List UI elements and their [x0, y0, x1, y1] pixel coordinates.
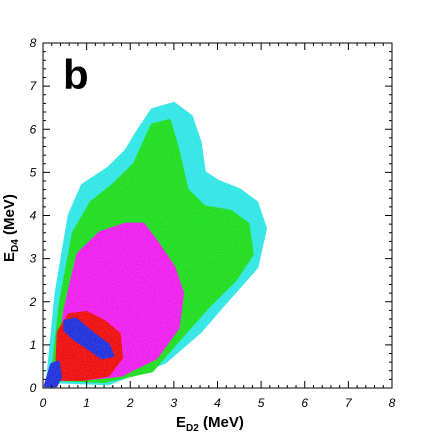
y-tick-label: 8 — [30, 36, 37, 50]
y-tick-label: 1 — [30, 338, 37, 352]
y-tick-label: 5 — [30, 165, 37, 179]
axis-ticks: 0 1 2 3 4 5 6 7 8 0 1 2 3 4 5 6 7 8 — [29, 36, 396, 410]
x-tick-label: 3 — [171, 396, 178, 410]
y-axis-title-sub: D4 — [10, 239, 21, 252]
y-tick-label: 4 — [30, 209, 37, 223]
x-axis-title-main: E — [176, 414, 186, 431]
y-axis-title: ED4 (MeV) — [1, 194, 21, 262]
y-tick-label: 0 — [30, 381, 37, 395]
x-tick-label: 6 — [301, 396, 308, 410]
x-axis-title-unit: (MeV) — [199, 414, 244, 431]
density-regions — [43, 101, 267, 388]
x-tick-label: 2 — [126, 396, 134, 410]
x-axis-title-sub: D2 — [186, 423, 199, 434]
x-axis-title: ED2 (MeV) — [176, 414, 244, 434]
x-tick-label: 4 — [214, 396, 221, 410]
x-tick-label: 1 — [83, 396, 90, 410]
y-axis-title-main: E — [1, 252, 18, 262]
x-tick-label: 0 — [40, 396, 47, 410]
y-tick-label: 7 — [30, 79, 38, 93]
y-tick-label: 6 — [30, 122, 37, 136]
y-tick-label: 2 — [29, 295, 37, 309]
y-axis-title-unit: (MeV) — [1, 194, 18, 239]
panel-label: b — [63, 51, 89, 98]
y-tick-label: 3 — [30, 252, 37, 266]
density-region-highest-4 — [63, 317, 115, 360]
x-tick-label: 5 — [258, 396, 265, 410]
density-region-highest-5 — [43, 360, 62, 388]
x-tick-label: 7 — [345, 396, 353, 410]
x-tick-label: 8 — [389, 396, 396, 410]
